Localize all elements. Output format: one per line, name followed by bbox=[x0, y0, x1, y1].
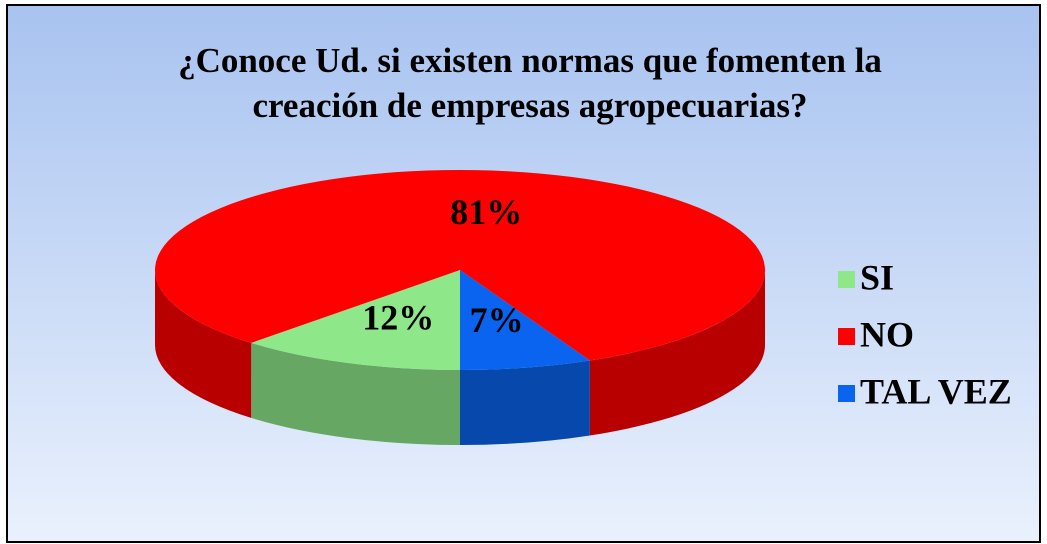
data-label: 7% bbox=[470, 300, 524, 340]
legend-swatch bbox=[838, 328, 855, 345]
legend-swatch bbox=[838, 271, 855, 288]
slice-side bbox=[589, 270, 765, 436]
chart-title: ¿Conoce Ud. si existen normas que foment… bbox=[178, 41, 882, 125]
data-label: 81% bbox=[450, 192, 522, 232]
slice bbox=[251, 270, 460, 370]
data-label: 12% bbox=[362, 297, 434, 337]
legend-label: TAL VEZ bbox=[860, 371, 1012, 411]
slice-side bbox=[460, 360, 590, 445]
legend-label: SI bbox=[860, 257, 894, 297]
slice-side bbox=[155, 270, 252, 418]
slice bbox=[460, 270, 590, 370]
slice bbox=[155, 169, 766, 361]
legend-label: NO bbox=[860, 314, 914, 354]
legend-swatch bbox=[838, 385, 855, 402]
slice-side bbox=[251, 342, 460, 445]
